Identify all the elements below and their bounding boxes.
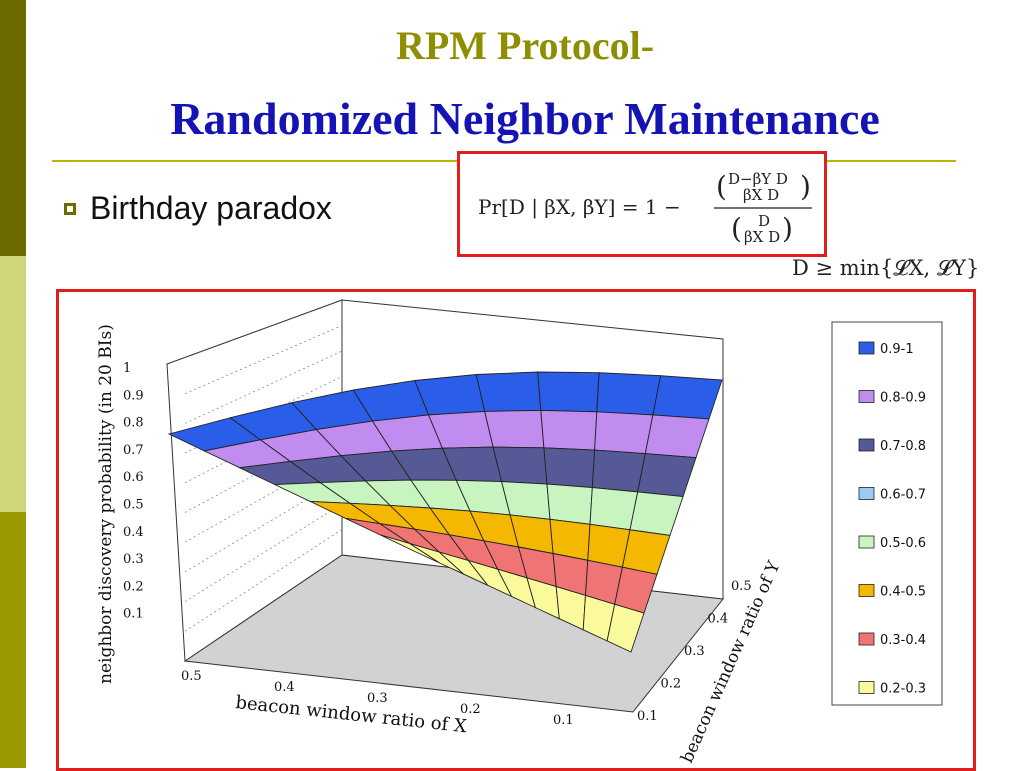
- surface-cell: [543, 447, 596, 489]
- z-tick-label: 0.7: [123, 443, 144, 458]
- formula-condition: D ≥ min{𝓛X, 𝓛Y}: [792, 256, 980, 280]
- surface-cell: [589, 487, 639, 531]
- left-wall-gridline: [184, 503, 343, 602]
- y-tick-label: 0.3: [684, 644, 705, 659]
- formula-lhs: Pr[D | βX, βY] = 1 −: [478, 195, 681, 220]
- bullet-text: Birthday paradox: [90, 190, 332, 226]
- x-tick-label: 0.2: [460, 702, 481, 717]
- z-axis-label: neighbor discovery probability (in 20 BI…: [96, 324, 116, 684]
- formula-paren-close: ): [800, 170, 811, 203]
- left-bar-bottom: [0, 512, 26, 768]
- z-tick-label: 1: [123, 361, 131, 376]
- formula-num-top: D−βY D: [728, 170, 788, 188]
- formula-den-top: D: [758, 212, 770, 230]
- formula-num-bottom: βX D: [743, 186, 779, 204]
- legend-box: [831, 321, 943, 706]
- z-tick-label: 0.9: [123, 388, 144, 403]
- x-tick-label: 0.5: [181, 669, 202, 684]
- z-tick-label: 0.3: [123, 552, 144, 567]
- square-bullet-icon: [64, 202, 76, 215]
- surface-cell: [540, 409, 598, 451]
- formula-paren-open-2: (: [731, 212, 742, 245]
- legend-layer: 0.9-1 0.8-0.9 0.7-0.8 0.6-0.7 0.5-0.6 0.4-0.5…: [831, 321, 943, 706]
- surface-chart: 0.1 0.2 0.3 0.4 0.5 0.6 0.7 0.8 0.9 1 0.5 0.4 0.3 0.2…: [96, 299, 943, 766]
- surface-cell: [537, 371, 600, 413]
- x-tick-label: 0.4: [274, 680, 295, 695]
- left-wall-gridline: [184, 325, 343, 395]
- ticks-layer: 0.1 0.2 0.3 0.4 0.5 0.6 0.7 0.8 0.9 1 0.5 0.4 0.3 0.2…: [123, 361, 752, 728]
- y-tick-label: 0.1: [637, 709, 658, 724]
- surface-cell: [594, 411, 654, 455]
- z-tick-label: 0.4: [123, 525, 144, 540]
- legend-swatch: [858, 584, 875, 597]
- legend-label: 0.4-0.5: [880, 585, 926, 600]
- legend-swatch: [858, 681, 875, 694]
- y-tick-label: 0.2: [661, 677, 682, 692]
- z-tick-label: 0.2: [123, 579, 144, 594]
- bullet-item: Birthday paradox: [64, 190, 332, 227]
- slide-title-line2: Randomized Neighbor Maintenance: [170, 93, 880, 144]
- x-axis-label: beacon window ratio of X: [234, 692, 467, 737]
- y-tick-label: 0.5: [731, 579, 752, 594]
- legend-label: 0.7-0.8: [880, 439, 926, 454]
- z-tick-label: 0.1: [123, 607, 144, 622]
- x-tick-label: 0.3: [367, 691, 388, 706]
- formula-paren-open: (: [716, 170, 727, 203]
- y-tick-label: 0.4: [708, 612, 729, 627]
- surface-cell: [492, 446, 548, 485]
- z-tick-label: 0.8: [123, 416, 144, 431]
- formula-box: Pr[D | βX, βY] = 1 − D−βY D βX D ( ) D β…: [457, 151, 827, 257]
- surface-cell: [606, 603, 645, 653]
- left-wall-gridline: [184, 376, 343, 454]
- surface-layer: [167, 371, 723, 653]
- legend-label: 0.3-0.4: [880, 633, 926, 648]
- slide-title-line1: RPM Protocol-: [395, 23, 655, 68]
- surface-cell: [546, 483, 593, 525]
- surface-cell: [596, 372, 662, 416]
- legend-swatch: [858, 535, 875, 549]
- z-tick-label: 0.5: [123, 498, 144, 513]
- surface-cell: [591, 449, 646, 493]
- left-bar-top: [0, 0, 26, 256]
- formula-den-bottom: βX D: [744, 228, 780, 246]
- surface-cell: [652, 375, 723, 420]
- legend-swatch: [858, 487, 875, 500]
- x-tick-label: 0.1: [553, 713, 574, 728]
- left-wall-gridline: [184, 350, 343, 424]
- plot-frame: 0.1 0.2 0.3 0.4 0.5 0.6 0.7 0.8 0.9 1 0.5 0.4 0.3 0.2…: [56, 289, 976, 771]
- legend-label: 0.6-0.7: [880, 488, 926, 503]
- legend-swatch: [858, 341, 875, 355]
- legend-label: 0.9-1: [880, 342, 914, 357]
- z-tick-label: 0.6: [123, 470, 144, 485]
- left-wall-gridline: [184, 478, 343, 573]
- legend-label: 0.2-0.3: [880, 682, 926, 697]
- legend-swatch: [858, 632, 875, 646]
- formula: Pr[D | βX, βY] = 1 − D−βY D βX D ( ) D β…: [478, 170, 812, 246]
- legend-label: 0.8-0.9: [880, 391, 926, 406]
- left-bar-middle: [0, 256, 26, 512]
- left-wall-gridline: [184, 529, 343, 632]
- legend-swatch: [858, 390, 875, 403]
- formula-paren-close-2: ): [782, 212, 793, 245]
- surface-cell: [475, 371, 542, 412]
- surface-cell: [484, 409, 545, 449]
- legend-label: 0.5-0.6: [880, 536, 926, 551]
- legend-swatch: [858, 438, 875, 452]
